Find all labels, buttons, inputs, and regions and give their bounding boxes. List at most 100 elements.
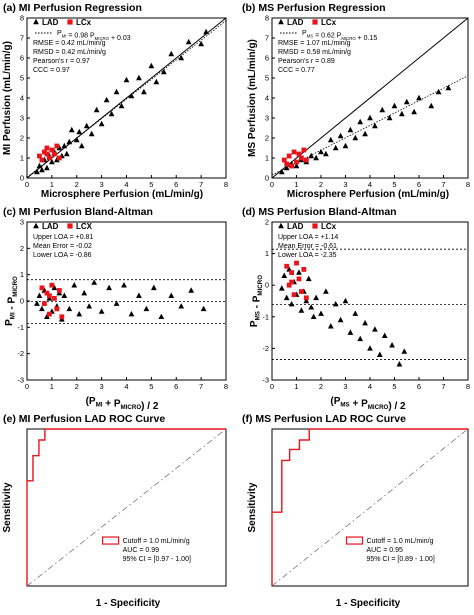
legend-label: LCx xyxy=(321,222,337,231)
data-point-square xyxy=(289,279,294,285)
fit-line xyxy=(26,20,227,178)
data-point-triangle xyxy=(36,292,43,298)
data-point-triangle xyxy=(118,102,125,109)
data-point-square xyxy=(46,155,52,161)
data-point-triangle xyxy=(332,300,339,307)
data-point-triangle xyxy=(39,305,45,312)
data-point-square xyxy=(44,145,50,151)
x-tick-label: 6 xyxy=(417,382,421,391)
data-point-square xyxy=(286,153,292,159)
x-tick-label: 4 xyxy=(124,180,128,189)
legend-marker-square xyxy=(312,223,318,229)
x-tick-label: 6 xyxy=(174,382,178,391)
stat-line: AUC = 0.99 xyxy=(123,547,159,554)
data-point-triangle xyxy=(357,335,364,342)
x-tick-label: 1 xyxy=(294,382,298,391)
legend-label: LAD xyxy=(287,222,304,231)
y-tick-label: 7 xyxy=(20,34,24,43)
x-tick-label: 4 xyxy=(124,382,128,391)
data-point-triangle xyxy=(113,300,120,306)
data-point-triangle xyxy=(310,313,317,320)
stat-line: CCC = 0.77 xyxy=(278,67,315,74)
panel-title: (a) MI Perfusion Regression xyxy=(3,2,142,14)
data-point-triangle xyxy=(203,28,209,35)
data-point-square xyxy=(281,157,287,163)
data-point-triangle xyxy=(308,304,315,310)
x-tick-label: 1 xyxy=(50,180,54,189)
data-point-triangle xyxy=(362,319,368,326)
data-point-triangle xyxy=(428,102,435,109)
data-point-triangle xyxy=(61,292,68,298)
y-tick-label: 1 xyxy=(265,154,269,163)
y-tick-label: 3 xyxy=(20,218,24,227)
x-tick-label: 0 xyxy=(25,382,29,391)
stat-line: Mean Error = -0.02 xyxy=(33,243,92,250)
legend-marker-triangle xyxy=(33,222,39,229)
y-tick-label: -2 xyxy=(17,349,24,358)
y-tick-label: 8 xyxy=(265,14,269,23)
y-tick-label: 2 xyxy=(265,134,269,143)
data-point-triangle xyxy=(376,351,383,357)
x-tick-label: 2 xyxy=(319,180,323,189)
x-tick-label: 8 xyxy=(466,180,470,189)
panel-label: (f) xyxy=(242,413,255,425)
data-point-triangle xyxy=(56,144,63,151)
y-tick-label: 4 xyxy=(20,94,24,103)
data-point-triangle xyxy=(352,310,359,316)
x-tick-label: 1 xyxy=(50,382,54,391)
data-point-triangle xyxy=(48,158,55,165)
data-point-triangle xyxy=(308,152,315,159)
data-point-triangle xyxy=(78,142,85,149)
y-tick-label: -3 xyxy=(262,376,269,385)
x-tick-label: 2 xyxy=(319,382,323,391)
data-point-triangle xyxy=(113,88,120,95)
data-point-square xyxy=(37,153,42,159)
data-point-square xyxy=(56,288,62,293)
x-axis-label: Microsphere Perfusion (mL/min/g) xyxy=(41,189,203,200)
data-point-triangle xyxy=(372,326,378,332)
data-point-triangle xyxy=(34,168,40,175)
legend-label: LCx xyxy=(76,18,92,27)
x-axis-label: 1 - Specificity xyxy=(336,598,401,609)
x-tick-label: 3 xyxy=(343,382,347,391)
data-point-square xyxy=(49,147,55,153)
data-point-triangle xyxy=(141,88,147,95)
data-point-triangle xyxy=(150,284,157,291)
panel-label: (c) xyxy=(3,206,19,218)
data-point-triangle xyxy=(168,50,175,57)
stat-line: Upper LOA = +0.81 xyxy=(33,234,93,241)
data-point-triangle xyxy=(342,142,349,149)
data-point-triangle xyxy=(76,128,83,135)
data-point-triangle xyxy=(305,275,312,282)
data-point-triangle xyxy=(296,269,302,275)
data-point-triangle xyxy=(389,342,395,348)
stat-line: Mean Error = -0.61 xyxy=(278,243,337,250)
data-point-triangle xyxy=(367,345,373,351)
data-point-triangle xyxy=(323,150,329,157)
x-tick-label: 4 xyxy=(368,180,372,189)
data-point-triangle xyxy=(66,305,73,312)
data-point-triangle xyxy=(81,289,88,296)
stat-line: RMSD = 0.58 mL/min/g xyxy=(278,49,351,56)
data-point-square xyxy=(46,311,52,317)
data-point-square xyxy=(289,270,294,275)
y-axis-label: Sensitivity xyxy=(247,482,258,532)
data-point-triangle xyxy=(121,282,127,288)
data-point-triangle xyxy=(445,84,452,91)
y-tick-label: 3 xyxy=(265,114,269,123)
x-tick-label: 5 xyxy=(392,382,396,391)
panel-title: (c) MI Perfusion Bland-Altman xyxy=(3,206,153,218)
data-point-triangle xyxy=(352,134,359,141)
x-tick-label: 0 xyxy=(25,180,29,189)
data-point-triangle xyxy=(148,62,155,69)
data-point-triangle xyxy=(372,122,378,129)
data-point-triangle xyxy=(66,138,73,145)
data-point-triangle xyxy=(86,303,93,309)
y-axis-label: MS Perfusion (mL/min/g) xyxy=(247,39,258,157)
fit-equation: PMS = 0.62 PMICRO + 0.15 xyxy=(302,30,377,42)
y-tick-label: 8 xyxy=(20,14,24,23)
data-point-square xyxy=(54,143,60,149)
y-tick-label: 0 xyxy=(20,174,24,183)
data-point-triangle xyxy=(293,162,300,169)
